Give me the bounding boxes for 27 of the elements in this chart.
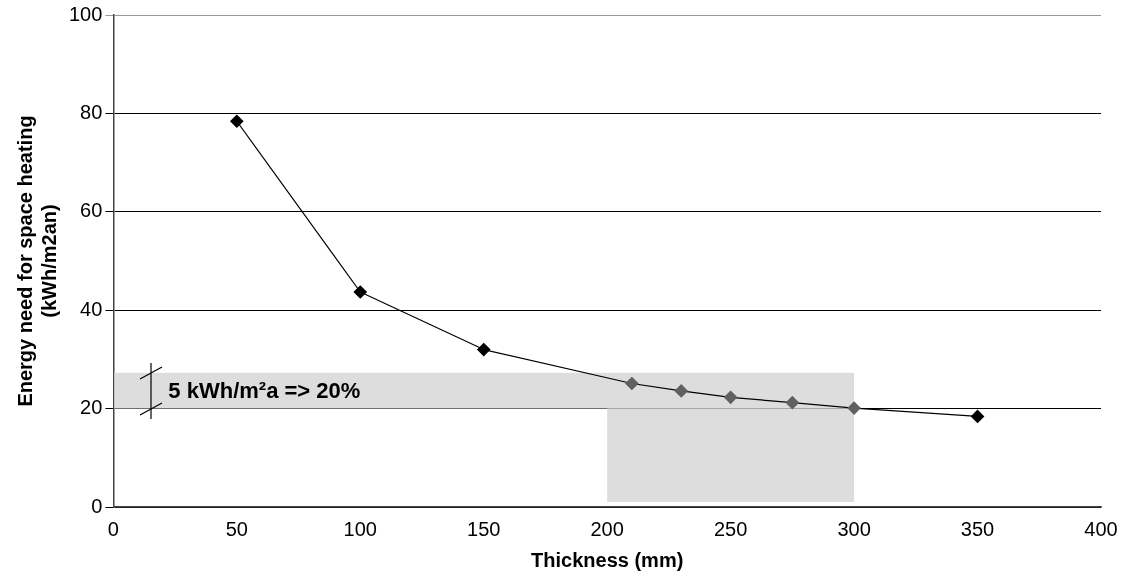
band-label: 5 kWh/m²a => 20% (168, 377, 361, 403)
x-tick-label: 200 (590, 517, 624, 540)
x-tick-label: 100 (343, 517, 377, 540)
y-tick-label: 40 (80, 297, 103, 320)
y-tick-label: 80 (80, 100, 103, 123)
point (674, 384, 688, 398)
point (477, 342, 491, 357)
y-axis-title: Energy need for space heating (kWh/m2an) (13, 115, 60, 407)
point (625, 376, 639, 391)
x-tick-label: 50 (225, 517, 248, 540)
point (785, 396, 799, 410)
x-tick-label: 300 (837, 517, 871, 540)
y-tick-label: 60 (80, 199, 103, 222)
y-tick-label: 0 (91, 494, 103, 517)
point (970, 409, 985, 424)
x-tick-label: 350 (960, 517, 995, 540)
point (847, 401, 861, 415)
point (353, 285, 367, 299)
point (724, 390, 738, 404)
y-tick-label: 100 (68, 2, 103, 25)
x-tick-label: 250 (713, 517, 748, 540)
point (230, 114, 244, 128)
x-tick-label: 150 (467, 517, 501, 540)
x-tick-label: 0 (107, 517, 119, 540)
x-axis-title: Thickness (mm) (531, 548, 684, 571)
x-tick-label: 400 (1084, 517, 1118, 540)
y-tick-label: 20 (80, 396, 103, 419)
